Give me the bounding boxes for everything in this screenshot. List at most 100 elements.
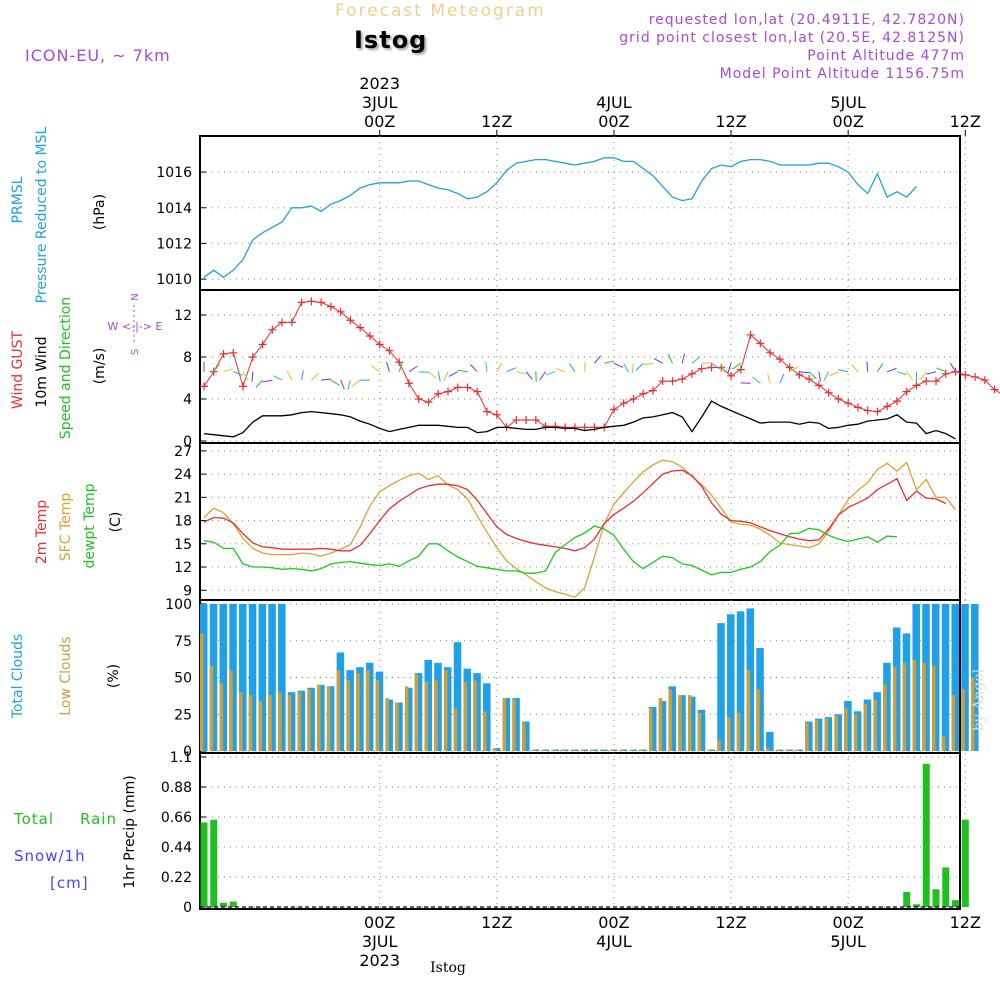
low-clouds-bar xyxy=(590,749,594,751)
total-clouds-bar xyxy=(209,604,218,751)
top-time-label: 12Z xyxy=(715,112,746,131)
wind-gust-point xyxy=(512,416,521,424)
temp-unit: (C) xyxy=(108,512,124,533)
wind-direction-arrow xyxy=(496,362,503,372)
wind-gust-point xyxy=(863,406,872,415)
wind-gust-point xyxy=(356,323,365,332)
wind-direction-arrow xyxy=(896,371,907,376)
wind-direction-arrow xyxy=(949,362,956,372)
panel-frame xyxy=(199,289,961,444)
y-tick-label: 4 xyxy=(183,392,192,408)
low-clouds-bar xyxy=(209,665,214,751)
wind-gust-point xyxy=(883,402,892,411)
wind-direction-arrow xyxy=(866,361,869,372)
top-time-label: 12Z xyxy=(950,112,981,131)
low-clouds-bar xyxy=(219,683,224,751)
low-clouds-bar xyxy=(756,689,760,751)
total-clouds-bar xyxy=(639,749,647,751)
precip-unit: 1hr Precip (mm) xyxy=(122,775,138,888)
low-clouds-bar xyxy=(824,718,829,751)
total-clouds-bar xyxy=(707,749,716,751)
wind-direction-arrow xyxy=(752,376,761,384)
low-clouds-bar xyxy=(492,748,497,751)
top-time-label: 12Z xyxy=(481,112,512,131)
rain-bar xyxy=(200,822,208,907)
wind-direction-arrow xyxy=(545,371,556,376)
total-clouds-bar xyxy=(658,701,667,751)
low-clouds-bar xyxy=(873,699,877,751)
low-clouds-bar xyxy=(453,708,458,751)
wind-direction-arrow xyxy=(408,365,418,373)
wind-gust-point xyxy=(766,348,775,357)
wind-gust-point xyxy=(746,330,755,339)
low-clouds-bar xyxy=(883,684,887,751)
wind-direction-arrow xyxy=(485,361,488,372)
low-clouds-bar xyxy=(805,723,809,751)
wind-direction-arrow xyxy=(887,367,897,373)
low-clouds-bar xyxy=(844,708,848,751)
wind-gust-point xyxy=(648,386,657,395)
total-clouds-bar xyxy=(746,608,755,751)
wind-direction-arrow xyxy=(623,363,629,373)
wind-gust-point xyxy=(902,387,911,396)
total-clouds-bar xyxy=(922,604,930,751)
low-clouds-bar xyxy=(278,692,282,751)
temp-sfc-label: SFC Temp xyxy=(58,493,74,562)
total-clouds-bar xyxy=(853,711,862,751)
top-time-label: 00Z xyxy=(598,112,629,131)
wind-gust-point xyxy=(785,363,794,372)
low-clouds-bar xyxy=(932,665,936,751)
y-tick-label: 12 xyxy=(174,560,192,576)
wind-direction-arrow xyxy=(877,363,884,372)
total-clouds-bar xyxy=(512,698,520,751)
wind-gust-point xyxy=(483,407,492,416)
y-tick-label: 21 xyxy=(174,490,192,506)
y-tick-label: 0.44 xyxy=(161,840,192,856)
temp-2m-label: 2m Temp xyxy=(34,500,50,564)
low-clouds-bar xyxy=(336,670,341,751)
sfc-temp-line xyxy=(203,459,957,598)
wind-gust-point xyxy=(814,381,823,390)
wind-direction-arrow xyxy=(516,371,527,375)
wind-gust-point xyxy=(453,383,462,392)
wind-direction-arrow xyxy=(919,371,927,380)
pressure-panel: 1010 1012 1014 1016 xyxy=(156,135,966,291)
wind-direction-arrow xyxy=(838,369,849,373)
wind-direction-arrow xyxy=(255,379,263,388)
low-clouds-bar xyxy=(531,749,536,751)
wind-direction-arrow xyxy=(437,371,441,382)
low-clouds-bar xyxy=(551,749,555,751)
low-clouds-bar xyxy=(892,667,897,751)
total-clouds-bar xyxy=(307,687,315,751)
wind-direction-arrow xyxy=(448,371,458,377)
total-clouds-bar xyxy=(834,714,842,751)
total-clouds-bar xyxy=(268,604,276,751)
low-clouds-bar xyxy=(853,714,858,751)
low-clouds-bar xyxy=(688,695,692,751)
rain-bar xyxy=(903,892,911,907)
y-tick-label: 18 xyxy=(174,514,192,530)
panel-frame xyxy=(199,752,961,910)
total-clouds-bar xyxy=(785,749,794,751)
rain-bar xyxy=(922,763,930,907)
low-clouds-bar xyxy=(775,749,780,751)
wind-gust-point xyxy=(239,382,248,391)
total-clouds-bar xyxy=(805,721,813,751)
top-time-label: 00Z xyxy=(832,112,863,131)
total-clouds-bar xyxy=(356,667,364,751)
wind-gust-point xyxy=(736,365,745,374)
panel-frame xyxy=(199,442,961,601)
low-clouds-bar xyxy=(746,670,751,751)
total-clouds-bar xyxy=(424,659,432,751)
wind-gust-label: Wind GUST xyxy=(10,330,26,409)
y-tick-label: 8 xyxy=(183,350,192,366)
total-clouds-bar xyxy=(317,684,325,751)
y-tick-label: 1010 xyxy=(156,272,192,288)
low-clouds-bar xyxy=(912,659,916,751)
low-clouds-bar xyxy=(834,715,838,751)
low-clouds-bar xyxy=(229,670,233,751)
bottom-time-label: 2023 xyxy=(359,951,400,970)
total-clouds-bar xyxy=(278,604,286,751)
wind-direction-arrow xyxy=(850,363,859,373)
